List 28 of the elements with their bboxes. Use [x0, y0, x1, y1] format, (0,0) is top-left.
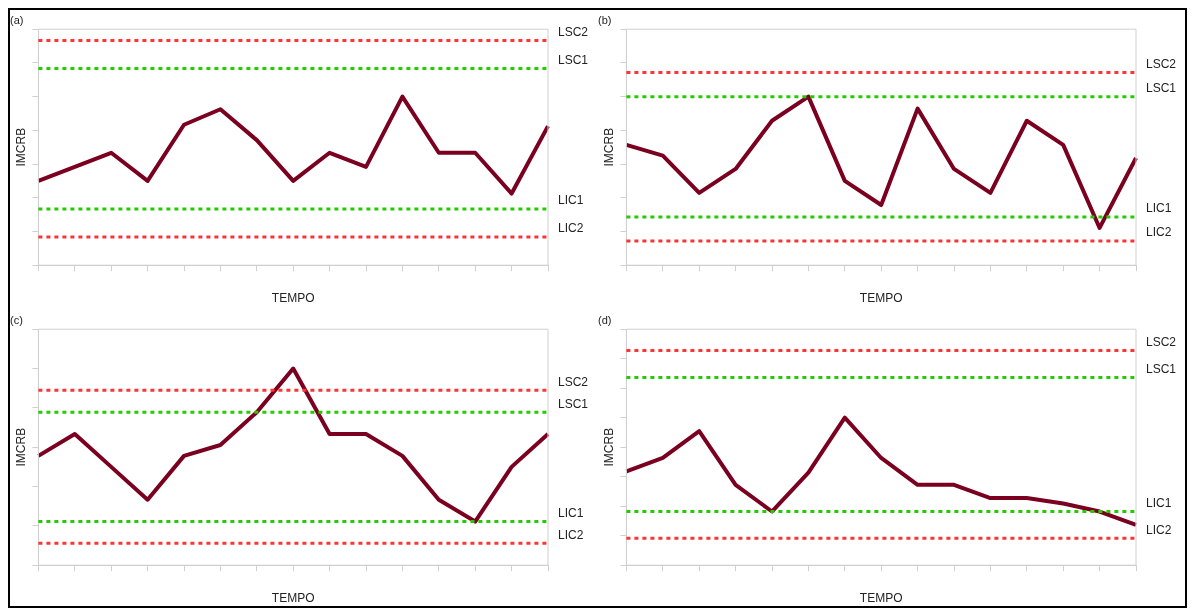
ref-line-label: LIC2	[558, 221, 584, 236]
chart-title: (d)	[598, 313, 612, 326]
ref-line-label: LIC2	[558, 527, 584, 542]
y-axis-title: IMCRB	[13, 427, 28, 467]
ref-line-label: LIC1	[1146, 495, 1172, 510]
ref-line-label: LSC2	[558, 24, 589, 39]
x-axis-title: TEMPO	[859, 591, 903, 606]
ref-line-label: LSC1	[1146, 80, 1177, 95]
ref-line-label: LSC1	[1146, 361, 1177, 376]
ref-line-label: LSC2	[558, 374, 589, 389]
ref-line-label: LIC2	[1146, 522, 1172, 537]
x-axis-title: TEMPO	[271, 591, 315, 606]
ref-line-label: LSC2	[1146, 56, 1177, 71]
y-axis-title: IMCRB	[601, 427, 616, 467]
chart-title: (b)	[598, 13, 612, 26]
ref-line-label: LIC2	[1146, 225, 1172, 240]
ref-line-label: LSC1	[558, 52, 589, 67]
chart-title: (c)	[10, 313, 23, 326]
ref-line-label: LSC2	[1146, 334, 1177, 349]
ref-line-label: LIC1	[558, 193, 584, 208]
ref-line-label: LIC1	[558, 505, 584, 520]
x-axis-title: TEMPO	[859, 291, 903, 306]
chart-title: (a)	[10, 13, 24, 26]
ref-line-label: LIC1	[1146, 201, 1172, 216]
ref-line-label: LSC1	[558, 396, 589, 411]
x-axis-title: TEMPO	[271, 291, 315, 306]
y-axis-title: IMCRB	[13, 127, 28, 167]
y-axis-title: IMCRB	[601, 127, 616, 167]
